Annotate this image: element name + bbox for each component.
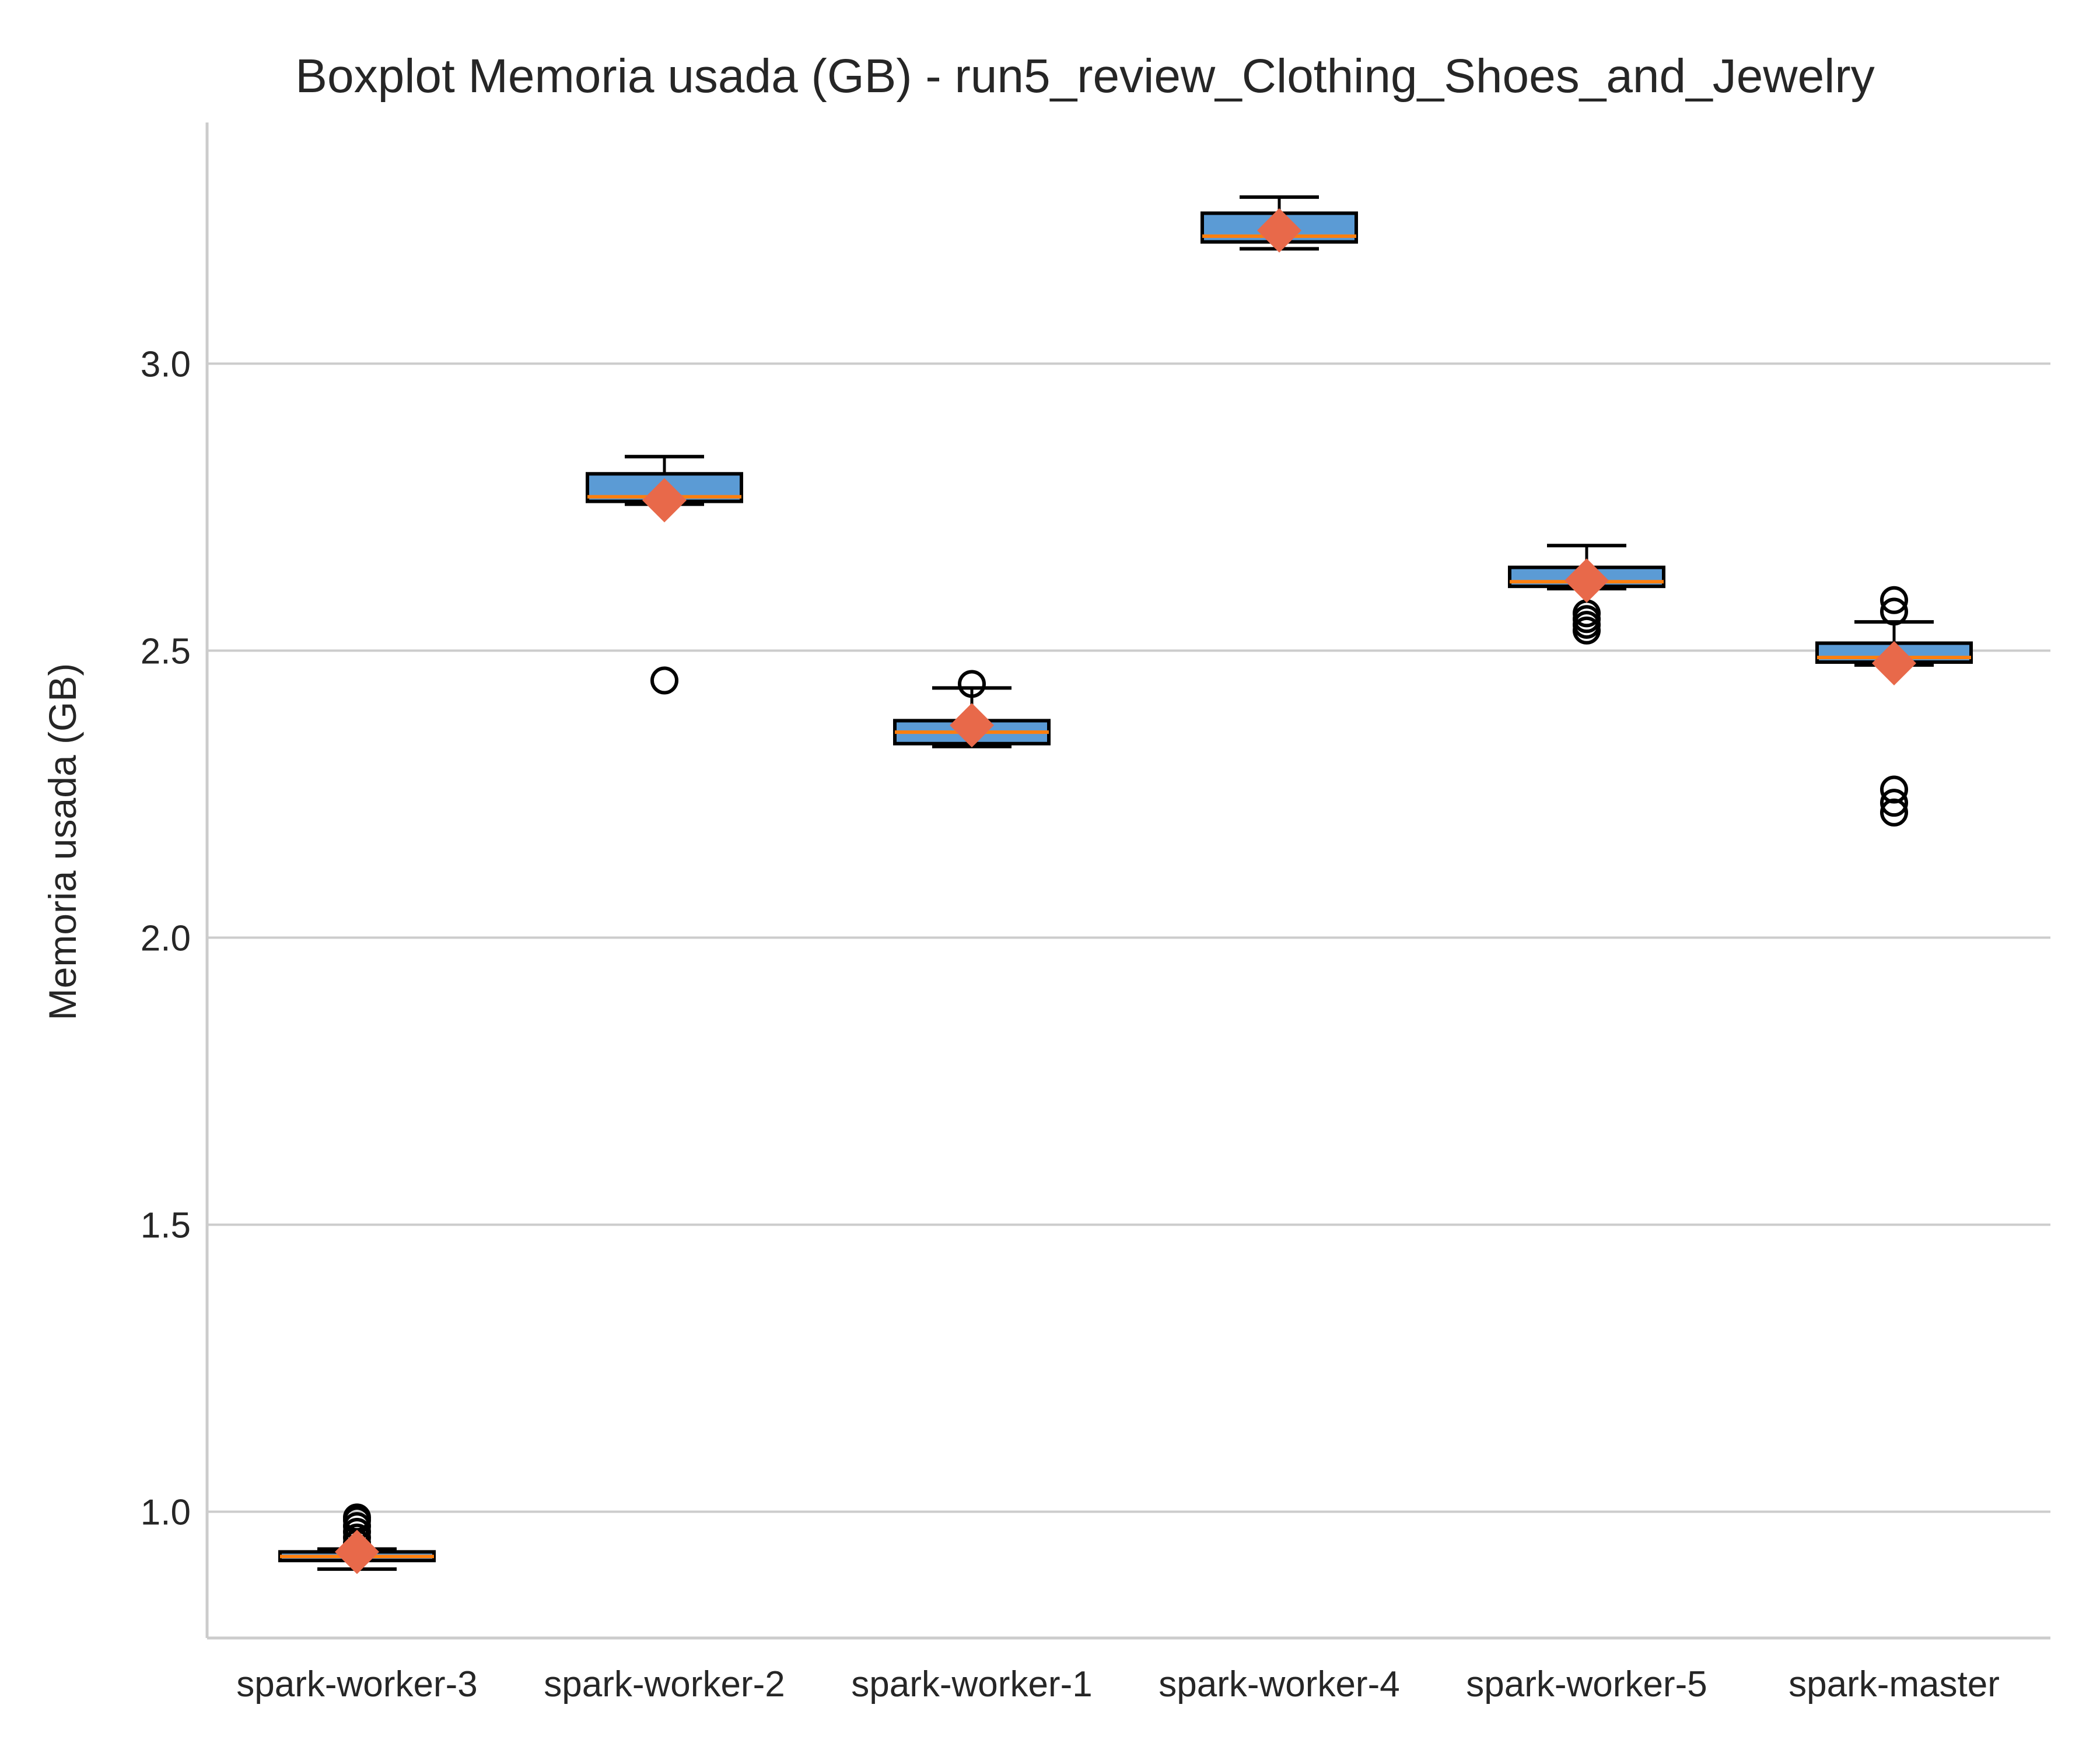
mean-marker	[1872, 641, 1916, 686]
box-group	[893, 670, 1051, 748]
mean-marker	[1257, 208, 1301, 253]
chart-title: Boxplot Memoria usada (GB) - run5_review…	[295, 50, 1874, 103]
y-tick-label: 1.0	[141, 1493, 191, 1533]
axes	[205, 123, 2050, 1640]
box-group	[1815, 586, 1973, 827]
outlier-point	[650, 666, 678, 695]
box-group	[278, 1503, 436, 1574]
x-category-labels: spark-worker-3 spark-worker-2 spark-worker…	[236, 1664, 2000, 1704]
x-category-label: spark-worker-3	[236, 1664, 477, 1704]
x-category-label: spark-master	[1788, 1664, 2000, 1704]
outlier-point	[1880, 586, 1908, 614]
outlier-point	[343, 1503, 371, 1532]
y-tick-label: 2.0	[141, 918, 191, 958]
outlier-point	[1880, 775, 1908, 804]
box-group	[1508, 544, 1665, 645]
grid-lines	[207, 362, 2050, 1513]
y-tick-labels: 1.0 1.5 2.0 2.5 3.0	[141, 344, 191, 1532]
outlier-point	[958, 670, 986, 698]
box-group	[586, 454, 743, 695]
x-category-label: spark-worker-1	[851, 1664, 1092, 1704]
mean-marker	[642, 478, 687, 523]
x-category-label: spark-worker-4	[1158, 1664, 1399, 1704]
box-group	[1200, 195, 1358, 253]
mean-marker	[950, 703, 994, 748]
mean-marker	[335, 1530, 379, 1574]
y-tick-label: 2.5	[141, 631, 191, 671]
y-tick-label: 1.5	[141, 1205, 191, 1245]
y-axis-label: Memoria usada (GB)	[41, 663, 84, 1021]
boxes	[278, 195, 1973, 1574]
x-category-label: spark-worker-5	[1466, 1664, 1707, 1704]
outlier-point	[1880, 789, 1908, 817]
y-tick-label: 3.0	[141, 344, 191, 384]
outlier-point	[1880, 597, 1908, 626]
x-category-label: spark-worker-2	[544, 1664, 785, 1704]
mean-marker	[1564, 558, 1609, 603]
